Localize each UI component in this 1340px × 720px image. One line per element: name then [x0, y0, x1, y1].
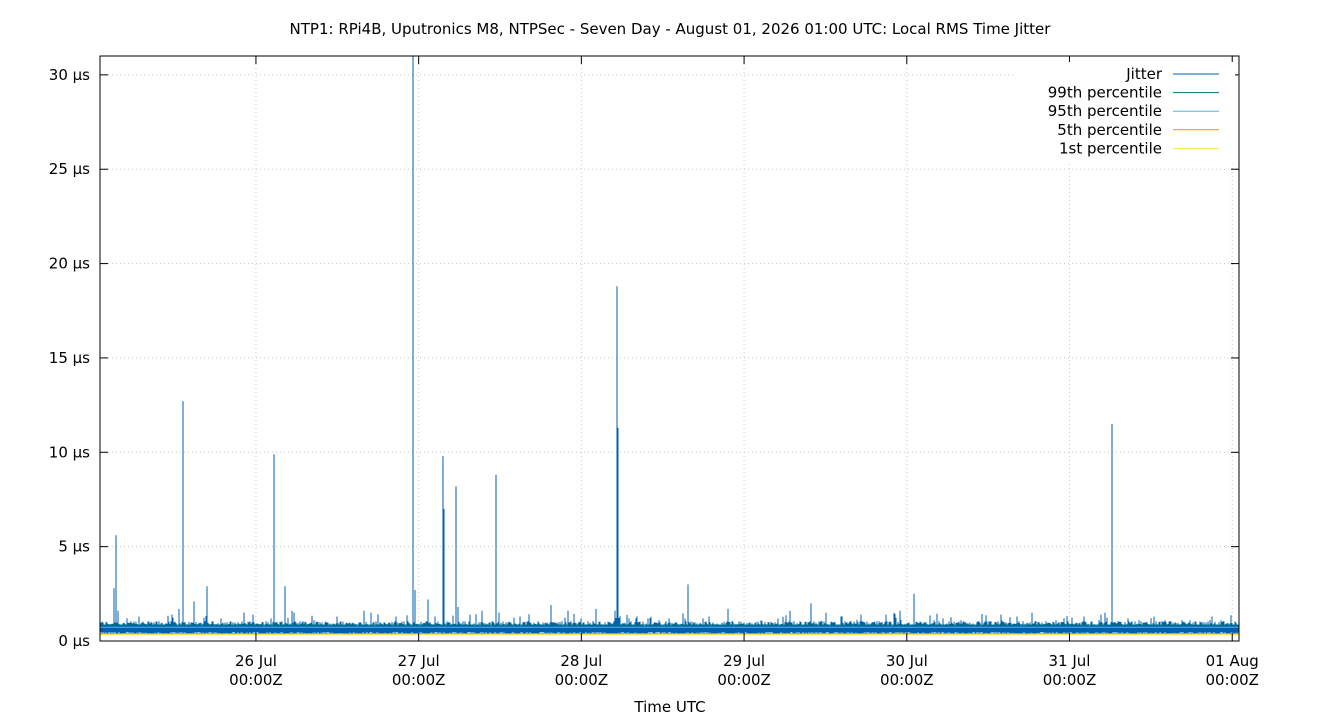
x-tick-label-time: 00:00Z: [555, 671, 609, 689]
chart-title: NTP1: RPi4B, Uputronics M8, NTPSec - Sev…: [290, 20, 1052, 38]
y-tick-label: 10 µs: [49, 443, 90, 461]
x-tick-label-time: 00:00Z: [392, 671, 446, 689]
plot-series: [99, 56, 1240, 636]
x-tick-label-date: 31 Jul: [1049, 652, 1091, 670]
legend-entry-label: 95th percentile: [1048, 102, 1162, 120]
x-tick-label-time: 00:00Z: [717, 671, 771, 689]
grid-lines: [100, 56, 1239, 641]
x-tick-label-date: 26 Jul: [235, 652, 277, 670]
x-tick-label-date: 27 Jul: [398, 652, 440, 670]
y-tick-label: 0 µs: [58, 632, 90, 650]
x-tick-label-date: 01 Aug: [1206, 652, 1259, 670]
x-tick-label-time: 00:00Z: [1043, 671, 1097, 689]
x-tick-label-date: 30 Jul: [886, 652, 928, 670]
x-tick-label-date: 29 Jul: [723, 652, 765, 670]
x-tick-label-date: 28 Jul: [560, 652, 602, 670]
x-tick-label-time: 00:00Z: [1205, 671, 1259, 689]
plot-frame: [99, 55, 1240, 642]
x-tick-label-time: 00:00Z: [880, 671, 934, 689]
x-tick-label-time: 00:00Z: [229, 671, 283, 689]
y-tick-label: 30 µs: [49, 66, 90, 84]
y-tick-label: 20 µs: [49, 255, 90, 273]
x-axis-label: Time UTC: [633, 698, 705, 716]
y-tick-label: 25 µs: [49, 160, 90, 178]
legend-entry-label: 5th percentile: [1057, 121, 1162, 139]
legend-entry-label: Jitter: [1125, 65, 1163, 83]
y-tick-label: 15 µs: [49, 349, 90, 367]
legend-entry-label: 1st percentile: [1059, 139, 1162, 157]
legend-entry-label: 99th percentile: [1048, 84, 1162, 102]
y-tick-label: 5 µs: [58, 538, 90, 556]
